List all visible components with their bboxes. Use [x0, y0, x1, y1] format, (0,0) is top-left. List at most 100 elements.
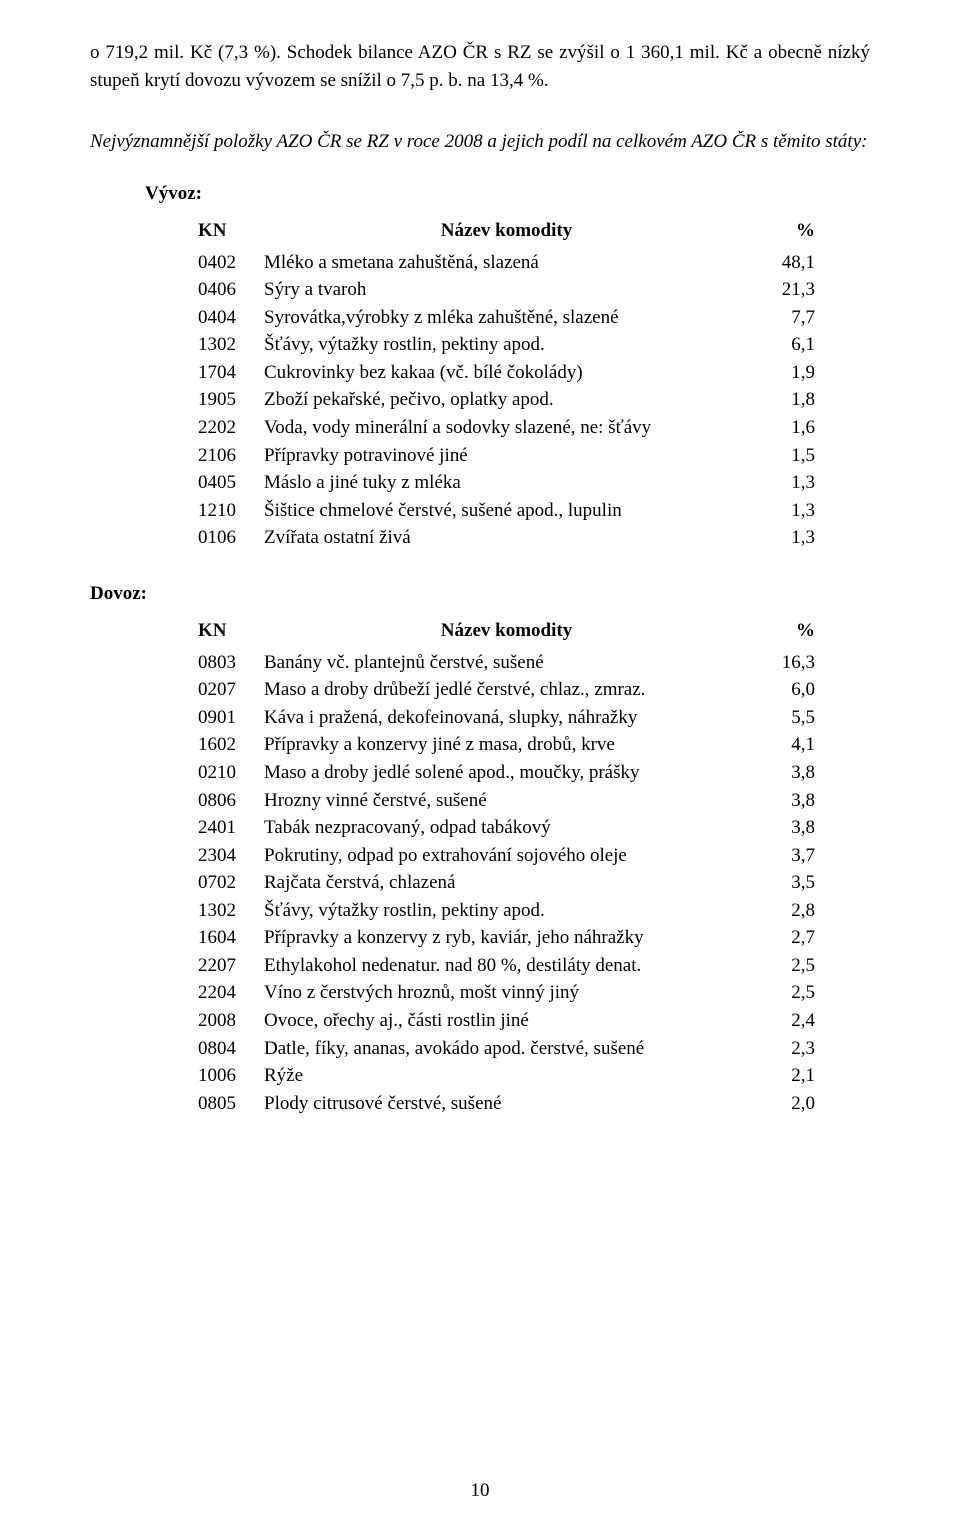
cell-name: Maso a droby drůbeží jedlé čerstvé, chla… — [264, 676, 755, 704]
cell-pct: 7,7 — [755, 304, 821, 332]
cell-kn: 0702 — [198, 869, 264, 897]
table-row: 2207Ethylakohol nedenatur. nad 80 %, des… — [198, 952, 821, 980]
cell-pct: 4,1 — [755, 731, 821, 759]
import-table: KN Název komodity % 0803Banány vč. plant… — [198, 617, 821, 1117]
cell-name: Mléko a smetana zahuštěná, slazená — [264, 249, 755, 277]
cell-name: Víno z čerstvých hroznů, mošt vinný jiný — [264, 979, 755, 1007]
cell-name: Máslo a jiné tuky z mléka — [264, 469, 755, 497]
cell-kn: 0404 — [198, 304, 264, 332]
table-row: 2202Voda, vody minerální a sodovky slaze… — [198, 414, 821, 442]
cell-kn: 2204 — [198, 979, 264, 1007]
cell-kn: 1704 — [198, 359, 264, 387]
table-row: 0804Datle, fíky, ananas, avokádo apod. č… — [198, 1035, 821, 1063]
table-row: 0406Sýry a tvaroh21,3 — [198, 276, 821, 304]
cell-name: Šťávy, výtažky rostlin, pektiny apod. — [264, 897, 755, 925]
cell-kn: 0901 — [198, 704, 264, 732]
cell-pct: 2,4 — [755, 1007, 821, 1035]
cell-kn: 1210 — [198, 497, 264, 525]
table-row: 2106Přípravky potravinové jiné1,5 — [198, 442, 821, 470]
cell-pct: 2,5 — [755, 952, 821, 980]
cell-kn: 1302 — [198, 897, 264, 925]
cell-kn: 1905 — [198, 386, 264, 414]
cell-kn: 0406 — [198, 276, 264, 304]
cell-name: Přípravky a konzervy jiné z masa, drobů,… — [264, 731, 755, 759]
cell-kn: 0806 — [198, 787, 264, 815]
cell-kn: 0210 — [198, 759, 264, 787]
cell-kn: 2202 — [198, 414, 264, 442]
table-row: 2401Tabák nezpracovaný, odpad tabákový3,… — [198, 814, 821, 842]
cell-pct: 1,3 — [755, 469, 821, 497]
table-row: 1905Zboží pekařské, pečivo, oplatky apod… — [198, 386, 821, 414]
intro-paragraph: o 719,2 mil. Kč (7,3 %). Schodek bilance… — [90, 39, 870, 94]
cell-pct: 1,3 — [755, 497, 821, 525]
cell-kn: 0106 — [198, 524, 264, 552]
cell-pct: 2,3 — [755, 1035, 821, 1063]
cell-pct: 1,8 — [755, 386, 821, 414]
table-row: 1210Šištice chmelové čerstvé, sušené apo… — [198, 497, 821, 525]
cell-kn: 2008 — [198, 1007, 264, 1035]
cell-kn: 0803 — [198, 649, 264, 677]
cell-kn: 1602 — [198, 731, 264, 759]
cell-kn: 0207 — [198, 676, 264, 704]
cell-kn: 0402 — [198, 249, 264, 277]
cell-name: Šištice chmelové čerstvé, sušené apod., … — [264, 497, 755, 525]
cell-pct: 5,5 — [755, 704, 821, 732]
cell-name: Šťávy, výtažky rostlin, pektiny apod. — [264, 331, 755, 359]
cell-name: Pokrutiny, odpad po extrahování sojového… — [264, 842, 755, 870]
cell-name: Cukrovinky bez kakaa (vč. bílé čokolády) — [264, 359, 755, 387]
table-row: 0207Maso a droby drůbeží jedlé čerstvé, … — [198, 676, 821, 704]
cell-kn: 2106 — [198, 442, 264, 470]
cell-name: Rajčata čerstvá, chlazená — [264, 869, 755, 897]
table-row: 0402Mléko a smetana zahuštěná, slazená48… — [198, 249, 821, 277]
cell-kn: 2401 — [198, 814, 264, 842]
cell-name: Maso a droby jedlé solené apod., moučky,… — [264, 759, 755, 787]
cell-pct: 3,5 — [755, 869, 821, 897]
cell-kn: 2207 — [198, 952, 264, 980]
cell-pct: 3,7 — [755, 842, 821, 870]
table-row: 2008Ovoce, ořechy aj., části rostlin jin… — [198, 1007, 821, 1035]
cell-pct: 3,8 — [755, 814, 821, 842]
cell-kn: 2304 — [198, 842, 264, 870]
table-row: 1602Přípravky a konzervy jiné z masa, dr… — [198, 731, 821, 759]
section-title: Nejvýznamnější položky AZO ČR se RZ v ro… — [90, 128, 870, 156]
col-header-pct: % — [755, 617, 821, 649]
table-row: 1006Rýže2,1 — [198, 1062, 821, 1090]
col-header-name: Název komodity — [264, 617, 755, 649]
cell-kn: 0805 — [198, 1090, 264, 1118]
cell-kn: 1302 — [198, 331, 264, 359]
export-table: KN Název komodity % 0402Mléko a smetana … — [198, 217, 821, 552]
cell-name: Zboží pekařské, pečivo, oplatky apod. — [264, 386, 755, 414]
table-header-row: KN Název komodity % — [198, 617, 821, 649]
cell-name: Banány vč. plantejnů čerstvé, sušené — [264, 649, 755, 677]
cell-name: Zvířata ostatní živá — [264, 524, 755, 552]
cell-pct: 3,8 — [755, 787, 821, 815]
cell-pct: 2,5 — [755, 979, 821, 1007]
cell-name: Káva i pražená, dekofeinovaná, slupky, n… — [264, 704, 755, 732]
cell-name: Hrozny vinné čerstvé, sušené — [264, 787, 755, 815]
table-row: 0405Máslo a jiné tuky z mléka1,3 — [198, 469, 821, 497]
cell-name: Ovoce, ořechy aj., části rostlin jiné — [264, 1007, 755, 1035]
table-header-row: KN Název komodity % — [198, 217, 821, 249]
cell-kn: 1604 — [198, 924, 264, 952]
cell-pct: 2,7 — [755, 924, 821, 952]
table-row: 0404Syrovátka,výrobky z mléka zahuštěné,… — [198, 304, 821, 332]
cell-kn: 0804 — [198, 1035, 264, 1063]
table-row: 0806Hrozny vinné čerstvé, sušené3,8 — [198, 787, 821, 815]
table-row: 1704Cukrovinky bez kakaa (vč. bílé čokol… — [198, 359, 821, 387]
import-heading: Dovoz: — [90, 580, 870, 608]
cell-pct: 3,8 — [755, 759, 821, 787]
table-row: 0210Maso a droby jedlé solené apod., mou… — [198, 759, 821, 787]
cell-name: Tabák nezpracovaný, odpad tabákový — [264, 814, 755, 842]
col-header-name: Název komodity — [264, 217, 755, 249]
cell-name: Přípravky a konzervy z ryb, kaviár, jeho… — [264, 924, 755, 952]
cell-kn: 1006 — [198, 1062, 264, 1090]
cell-name: Sýry a tvaroh — [264, 276, 755, 304]
cell-name: Datle, fíky, ananas, avokádo apod. čerst… — [264, 1035, 755, 1063]
col-header-kn: KN — [198, 217, 264, 249]
cell-pct: 6,0 — [755, 676, 821, 704]
table-row: 1302Šťávy, výtažky rostlin, pektiny apod… — [198, 331, 821, 359]
page-number: 10 — [0, 1477, 960, 1505]
cell-kn: 0405 — [198, 469, 264, 497]
cell-pct: 2,1 — [755, 1062, 821, 1090]
table-row: 0803Banány vč. plantejnů čerstvé, sušené… — [198, 649, 821, 677]
